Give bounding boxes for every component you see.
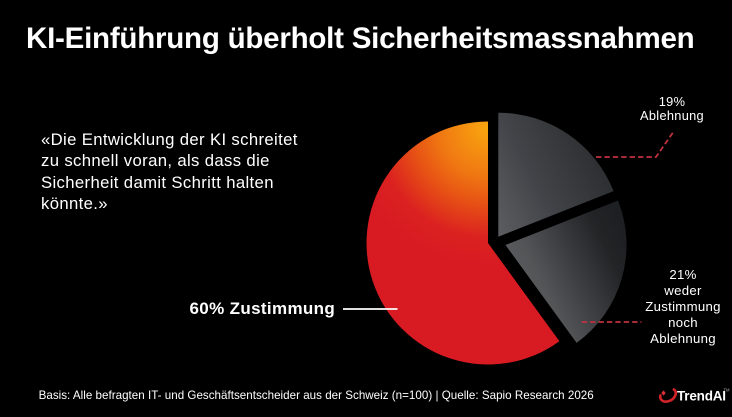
svg-text:TrendAI: TrendAI xyxy=(677,389,726,404)
svg-text:TM: TM xyxy=(724,388,731,393)
